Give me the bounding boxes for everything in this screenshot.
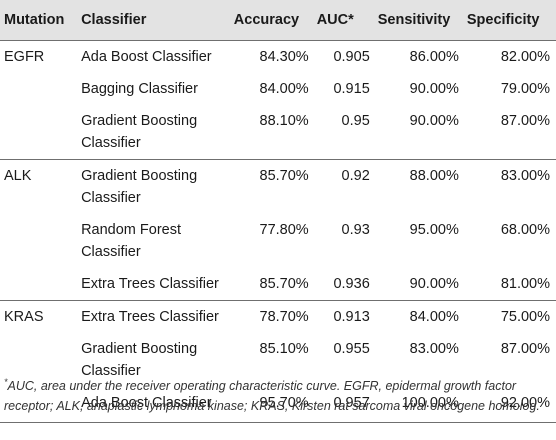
table-row: KRAS Extra Trees Classifier 78.70% 0.913… — [0, 299, 556, 333]
cell-classifier: Random Forest Classifier — [81, 221, 182, 260]
table-footnote: *AUC, area under the receiver operating … — [4, 376, 552, 416]
cell-specificity: 68.00% — [500, 221, 550, 238]
cell-auc: 0.957 — [316, 386, 378, 423]
cell-accuracy: 78.70% — [233, 299, 317, 333]
cell-classifier: Gradient Boosting Classifier — [81, 158, 234, 214]
cell-specificity: 75.00% — [466, 299, 556, 333]
cell-mutation: ALK — [0, 158, 82, 214]
cell-mutation — [0, 268, 81, 301]
cell-specificity: 92.00% — [466, 386, 556, 423]
cell-specificity: 87.00% — [500, 112, 550, 129]
table-row: Extra Trees Classifier 85.70% 0.936 90.0… — [0, 268, 556, 301]
cell-sensitivity: 90.00% — [409, 112, 459, 129]
cell-accuracy: 84.00% — [259, 80, 309, 97]
cell-mutation — [0, 386, 82, 423]
footnote-text: AUC, area under the receiver operating c… — [4, 379, 540, 413]
table-row: Bagging Classifier 84.00% 0.915 90.00% 7… — [0, 73, 556, 105]
cell-sensitivity: 88.00% — [377, 158, 467, 214]
cell-specificity: 87.00% — [500, 340, 550, 357]
header-auc: AUC* — [316, 11, 354, 28]
cell-specificity: 83.00% — [466, 158, 556, 214]
cell-sensitivity: 95.00% — [409, 221, 459, 238]
cell-mutation — [0, 105, 81, 160]
cell-accuracy: 85.70% — [233, 158, 317, 214]
cell-specificity: 81.00% — [500, 275, 550, 292]
cell-auc: 0.93 — [341, 221, 370, 238]
footnote-marker: * — [4, 377, 8, 387]
cell-classifier: Gradient Boosting Classifier — [81, 112, 198, 151]
header-accuracy: Accuracy — [233, 11, 300, 28]
results-table: Mutation Classifier Accuracy AUC* Sensit… — [0, 0, 556, 423]
header-classifier: Classifier — [81, 11, 147, 28]
table-body: EGFR Ada Boost Classifier 84.30% 0.905 8… — [0, 39, 556, 423]
cell-auc: 0.905 — [316, 39, 378, 73]
cell-auc: 0.936 — [333, 275, 370, 292]
cell-mutation: EGFR — [0, 39, 82, 73]
cell-sensitivity: 90.00% — [409, 275, 459, 292]
cell-auc: 0.915 — [333, 80, 370, 97]
table-row: Random Forest Classifier 77.80% 0.93 95.… — [0, 214, 556, 268]
cell-accuracy: 85.10% — [259, 340, 309, 357]
cell-accuracy: 88.10% — [259, 112, 309, 129]
cell-sensitivity: 84.00% — [377, 299, 467, 333]
cell-classifier: Gradient Boosting Classifier — [81, 340, 198, 379]
table-row: Ada Boost Classifier 95.70% 0.957 100.00… — [0, 386, 556, 423]
cell-classifier: Extra Trees Classifier — [81, 299, 234, 333]
cell-specificity: 82.00% — [466, 39, 556, 73]
cell-mutation — [0, 214, 81, 268]
cell-sensitivity: 90.00% — [409, 80, 459, 97]
cell-auc: 0.92 — [316, 158, 378, 214]
cell-accuracy: 77.80% — [259, 221, 309, 238]
header-row: Mutation Classifier Accuracy AUC* Sensit… — [0, 0, 556, 40]
cell-mutation: KRAS — [0, 299, 82, 333]
cell-sensitivity: 86.00% — [377, 39, 467, 73]
table-header: Mutation Classifier Accuracy AUC* Sensit… — [0, 0, 556, 40]
cell-accuracy: 95.70% — [233, 386, 317, 423]
cell-accuracy: 85.70% — [259, 275, 309, 292]
cell-sensitivity: 100.00% — [377, 386, 467, 423]
cell-classifier: Extra Trees Classifier — [81, 275, 219, 292]
header-mutation: Mutation — [4, 11, 65, 28]
cell-classifier: Ada Boost Classifier — [81, 39, 234, 73]
cell-accuracy: 84.30% — [233, 39, 317, 73]
cell-sensitivity: 83.00% — [409, 340, 459, 357]
cell-auc: 0.95 — [341, 112, 370, 129]
cell-specificity: 79.00% — [500, 80, 550, 97]
cell-classifier: Ada Boost Classifier — [81, 386, 234, 423]
table-row: EGFR Ada Boost Classifier 84.30% 0.905 8… — [0, 39, 556, 73]
cell-classifier: Bagging Classifier — [81, 80, 198, 97]
cell-mutation — [0, 73, 81, 105]
header-specificity: Specificity — [466, 11, 540, 28]
cell-auc: 0.955 — [333, 340, 370, 357]
cell-auc: 0.913 — [316, 299, 378, 333]
table-row: Gradient Boosting Classifier 85.10% 0.95… — [0, 333, 556, 387]
header-sensitivity: Sensitivity — [377, 11, 451, 28]
table-row: ALK Gradient Boosting Classifier 85.70% … — [0, 158, 556, 214]
table-row: Gradient Boosting Classifier 88.10% 0.95… — [0, 105, 556, 160]
